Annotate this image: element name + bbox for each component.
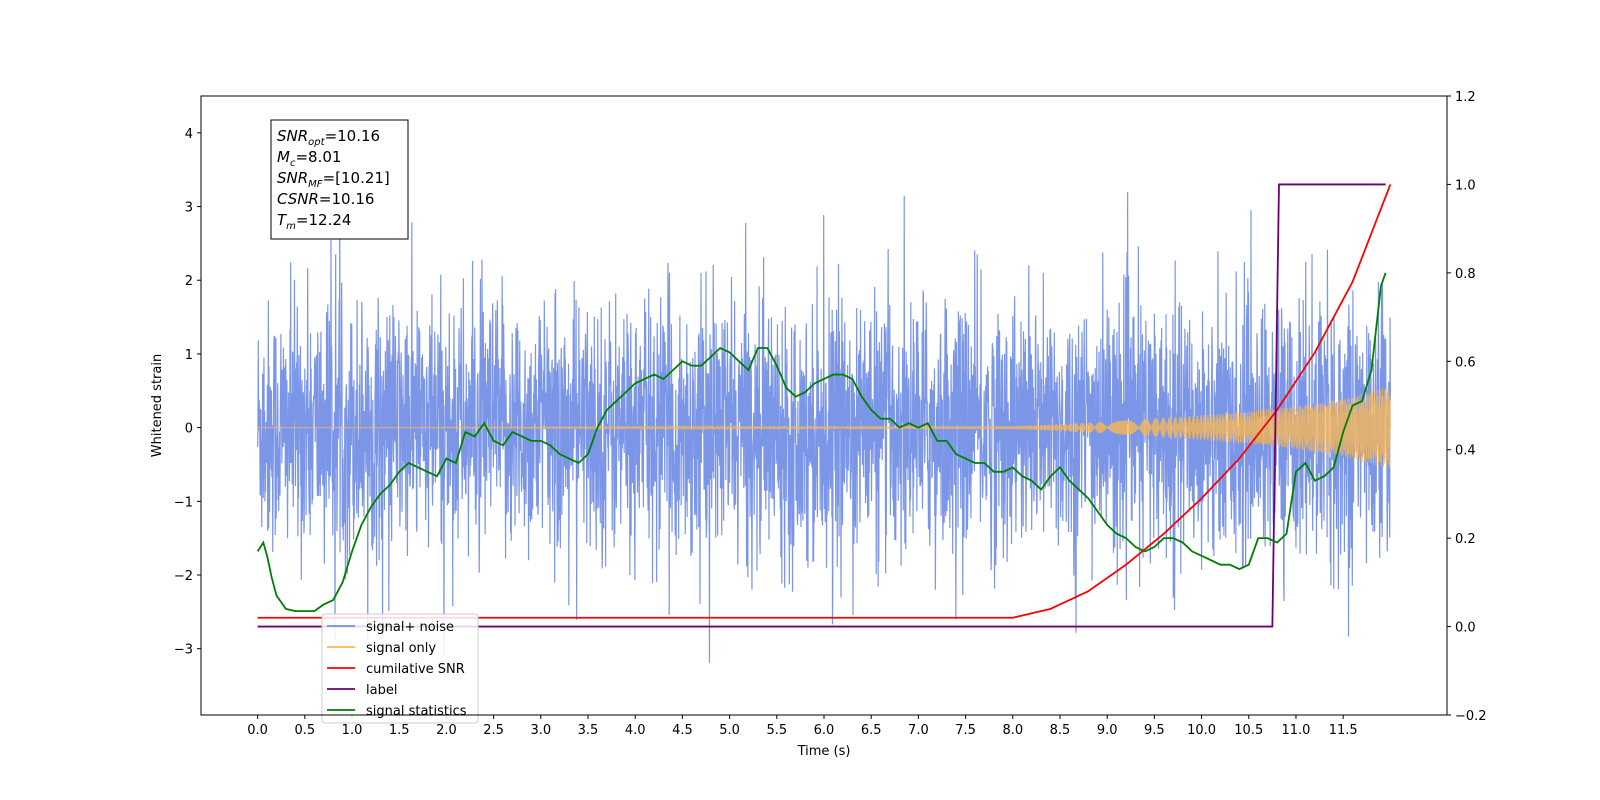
x-tick-label: 9.5 (1144, 723, 1165, 738)
annotation-line: CSNR=10.16 (277, 190, 374, 208)
x-tick-label: 5.0 (719, 723, 740, 738)
x-tick-label: 10.0 (1187, 723, 1216, 738)
x-tick-label: 7.5 (955, 723, 976, 738)
x-tick-label: 3.0 (530, 723, 551, 738)
x-tick-label: 5.5 (766, 723, 787, 738)
series-signal-statistics (256, 272, 1387, 612)
plot-area (256, 183, 1392, 663)
x-tick-label: 4.0 (625, 723, 646, 738)
legend-item: signal+ noise (366, 620, 454, 635)
x-axis-label: Time (s) (797, 744, 851, 759)
legend-item: signal statistics (366, 704, 467, 719)
annotation-line: SNRopt=10.16 (277, 127, 380, 148)
y2-tick-label: 0.4 (1455, 444, 1476, 459)
x-tick-label: 6.5 (861, 723, 882, 738)
y-tick-label: 4 (185, 127, 193, 142)
y-axis-right: −0.2 0.0 0.2 0.4 0.6 0.8 1.0 1.2 (1447, 90, 1487, 724)
y2-tick-label: 0.6 (1455, 355, 1476, 370)
y2-tick-label: 1.0 (1455, 178, 1476, 193)
x-tick-label: 8.0 (1002, 723, 1023, 738)
series-signal-only (257, 387, 1391, 470)
legend-item: label (366, 683, 397, 698)
annotation-box: SNRopt=10.16Mc=8.01SNRMF=[10.21]CSNR=10.… (270, 119, 409, 240)
y-tick-label: −1 (174, 495, 193, 510)
x-tick-label: 2.5 (483, 723, 504, 738)
legend: signal+ noise signal only cumilative SNR la… (321, 613, 479, 724)
x-tick-label: 8.5 (1050, 723, 1071, 738)
annotation-line: Tm=12.24 (277, 211, 351, 232)
x-tick-label: 3.5 (578, 723, 599, 738)
x-axis: 0.0 0.5 1.0 1.5 2.0 2.5 3.0 3.5 4.0 4.5 5.0 5.5 6.0 6… (247, 715, 1358, 738)
x-tick-label: 10.5 (1234, 723, 1263, 738)
y2-tick-label: 0.0 (1455, 621, 1476, 636)
x-tick-label: 9.0 (1097, 723, 1118, 738)
x-tick-label: 4.5 (672, 723, 693, 738)
x-tick-label: 2.0 (436, 723, 457, 738)
y-axis-label: Whitened strain (150, 354, 165, 457)
legend-item: cumilative SNR (366, 662, 465, 677)
annotation-frame (270, 119, 409, 240)
x-tick-label: 7.0 (908, 723, 929, 738)
y-tick-label: −3 (174, 643, 193, 658)
y2-tick-label: 0.2 (1455, 532, 1476, 547)
x-tick-label: 11.0 (1281, 723, 1310, 738)
x-tick-label: 1.5 (389, 723, 410, 738)
y-tick-label: 2 (185, 274, 193, 289)
y2-tick-label: 0.8 (1455, 267, 1476, 282)
annotation-line: SNRMF=[10.21] (277, 169, 390, 190)
x-tick-label: 0.5 (294, 723, 315, 738)
x-tick-label: 1.0 (342, 723, 363, 738)
x-tick-label: 0.0 (247, 723, 268, 738)
legend-frame (321, 613, 479, 724)
plot-frame (200, 95, 1448, 716)
y2-tick-label: −0.2 (1455, 709, 1487, 724)
series-signal-plus-noise (257, 189, 1391, 663)
legend-item: signal only (366, 641, 436, 656)
y-tick-label: 3 (185, 201, 193, 216)
y-axis-left: −3 −2 −1 0 1 2 3 4 (174, 127, 201, 658)
annotation-line: Mc=8.01 (277, 148, 341, 169)
y-tick-label: 0 (185, 422, 193, 437)
x-tick-label: 6.0 (814, 723, 835, 738)
y2-tick-label: 1.2 (1455, 90, 1476, 105)
y-tick-label: −2 (174, 569, 193, 584)
y-tick-label: 1 (185, 348, 193, 363)
x-tick-label: 11.5 (1329, 723, 1358, 738)
series-label (257, 183, 1386, 628)
